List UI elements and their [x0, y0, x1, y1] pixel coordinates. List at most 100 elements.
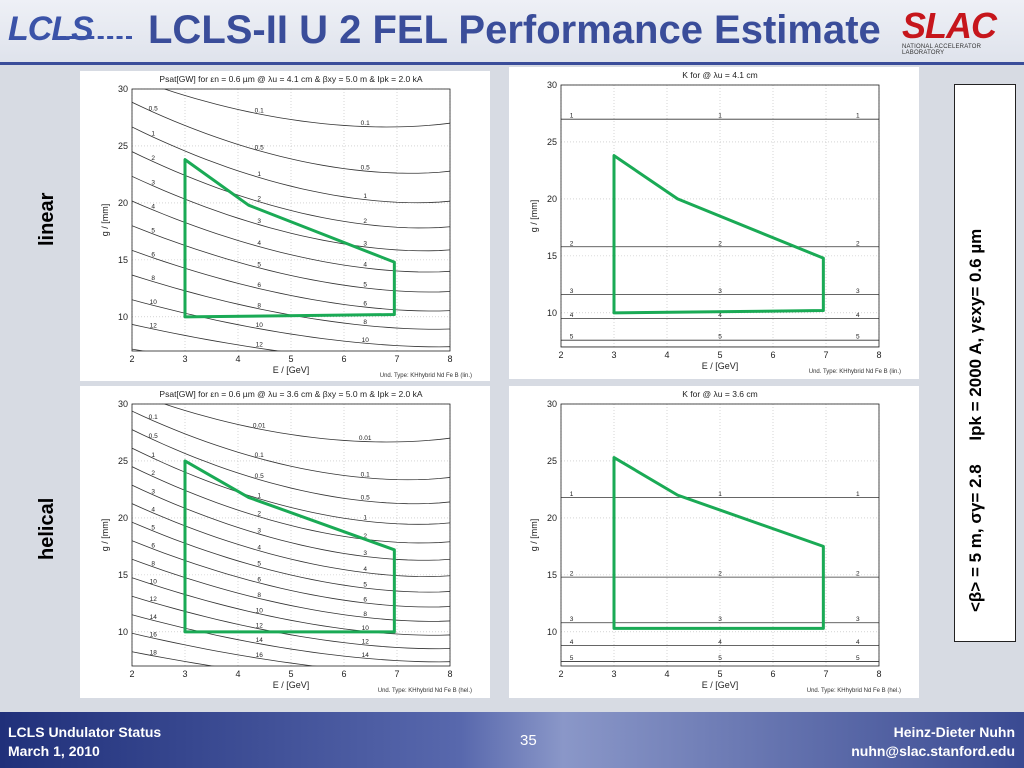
- contour-label: 4: [151, 204, 155, 211]
- contour-label: 0.5: [361, 165, 370, 172]
- contour-label: 5: [856, 655, 860, 662]
- undulator-note: Und. Type: KHhybrid Nd Fe B (lin.): [380, 373, 472, 379]
- x-tick-label: 7: [823, 669, 828, 679]
- x-tick-label: 2: [558, 350, 563, 360]
- chart-svg-k-linear: K for @ λu = 4.1 cm 1 1 1 2 2 2 3 3 3 4 4 4 5 5 5 2 3 4 5 6 7…: [529, 70, 901, 375]
- y-tick-label: 20: [118, 198, 128, 208]
- contour-label: 3: [856, 288, 860, 295]
- parameter-box: [954, 84, 1016, 642]
- contour-label: 5: [363, 582, 367, 589]
- contour-label: 0.1: [149, 414, 158, 421]
- contour-label: 1: [570, 491, 574, 498]
- contour-label: 5: [570, 334, 574, 341]
- plot-frame: [131, 88, 451, 352]
- x-tick-label: 7: [394, 669, 399, 679]
- contour-label: 10: [362, 625, 370, 632]
- contour-label: 10: [256, 607, 264, 614]
- y-tick-label: 15: [547, 251, 557, 261]
- footer-date: March 1, 2010: [8, 743, 100, 759]
- x-tick-label: 2: [129, 669, 134, 679]
- contour-line-2: [132, 466, 450, 544]
- x-tick-label: 4: [235, 354, 240, 364]
- contour-label: 1: [570, 113, 574, 120]
- x-tick-label: 4: [235, 669, 240, 679]
- y-tick-label: 20: [118, 513, 128, 523]
- contour-label: 16: [150, 632, 158, 639]
- x-tick-label: 6: [770, 669, 775, 679]
- contour-label: 2: [718, 571, 722, 578]
- contour-label: 2: [570, 571, 574, 578]
- contour-label: 0.01: [359, 435, 372, 442]
- x-tick-label: 3: [611, 350, 616, 360]
- operating-region: [612, 154, 825, 315]
- y-tick-label: 15: [547, 570, 557, 580]
- footer-author: Heinz-Dieter Nuhn: [893, 724, 1015, 740]
- contour-label: 3: [257, 218, 261, 225]
- header-rule: [0, 62, 1024, 65]
- contour-label: 5: [257, 261, 261, 268]
- contour-label: 2: [151, 155, 155, 162]
- x-tick-label: 6: [341, 669, 346, 679]
- contour-label: 6: [363, 596, 367, 603]
- contour-label: 8: [257, 592, 261, 599]
- contour-label: 1: [856, 113, 860, 120]
- contour-label: 12: [256, 342, 264, 349]
- contour-line-16: [132, 632, 317, 666]
- x-tick-label: 7: [394, 354, 399, 364]
- x-tick-label: 4: [664, 350, 669, 360]
- y-tick-label: 30: [547, 80, 557, 90]
- row-label-helical: helical: [36, 497, 58, 560]
- x-tick-label: 4: [664, 669, 669, 679]
- y-axis-label: g / [mm]: [529, 200, 539, 233]
- footer-talk-title: LCLS Undulator Status: [8, 724, 162, 740]
- contour-label: 0.01: [253, 422, 266, 429]
- contour-label: 0.1: [255, 107, 264, 114]
- contour-label: 1: [257, 492, 261, 499]
- contour-label: 4: [718, 639, 722, 646]
- contour-label: 1: [718, 491, 722, 498]
- lcls-logo: LCLS: [8, 10, 132, 49]
- undulator-note: Und. Type: KHhybrid Nd Fe B (lin.): [809, 369, 901, 375]
- undulator-note: Und. Type: KHhybrid Nd Fe B (hel.): [378, 688, 472, 694]
- contour-label: 5: [257, 561, 261, 568]
- contour-label: 1: [856, 491, 860, 498]
- contour-label: 2: [363, 218, 367, 225]
- chart-psat-helical: Psat[GW] for εn = 0.6 µm @ λu = 3.6 cm &…: [80, 386, 490, 698]
- y-tick-label: 20: [547, 513, 557, 523]
- contour-label: 6: [257, 576, 261, 583]
- chart-svg-psat-helical: Psat[GW] for εn = 0.6 µm @ λu = 3.6 cm &…: [100, 389, 472, 694]
- contour-label: 3: [257, 528, 261, 535]
- chart-title: Psat[GW] for εn = 0.6 µm @ λu = 3.6 cm &…: [159, 389, 422, 399]
- y-tick-label: 20: [547, 194, 557, 204]
- contour-line-0.5: [132, 101, 450, 174]
- contour-label: 2: [363, 533, 367, 540]
- contour-label: 10: [150, 578, 158, 585]
- operating-region: [183, 459, 396, 634]
- contour-label: 8: [257, 302, 261, 309]
- contour-label: 14: [362, 652, 370, 659]
- contour-line-0.1: [132, 410, 450, 481]
- contour-label: 10: [362, 337, 370, 344]
- y-tick-label: 25: [547, 137, 557, 147]
- contour-label: 3: [151, 179, 155, 186]
- contour-label: 3: [856, 616, 860, 623]
- contour-label: 5: [151, 525, 155, 532]
- operating-region: [183, 158, 396, 319]
- y-tick-label: 10: [118, 312, 128, 322]
- y-tick-label: 10: [547, 308, 557, 318]
- contour-label: 3: [718, 616, 722, 623]
- contour-label: 4: [151, 506, 155, 513]
- contour-line-2: [132, 151, 450, 229]
- x-axis-label: E / [GeV]: [273, 365, 310, 375]
- plot-frame: [560, 403, 880, 667]
- contour-label: 4: [856, 639, 860, 646]
- x-tick-label: 2: [558, 669, 563, 679]
- contour-label: 3: [570, 616, 574, 623]
- plot-frame: [131, 403, 451, 667]
- contour-label: 10: [256, 322, 264, 329]
- contour-label: 0.5: [255, 473, 264, 480]
- contour-label: 8: [151, 560, 155, 567]
- x-tick-label: 7: [823, 350, 828, 360]
- slide-title: LCLS-II U 2 FEL Performance Estimate: [148, 8, 881, 52]
- contour-label: 0.5: [255, 144, 264, 151]
